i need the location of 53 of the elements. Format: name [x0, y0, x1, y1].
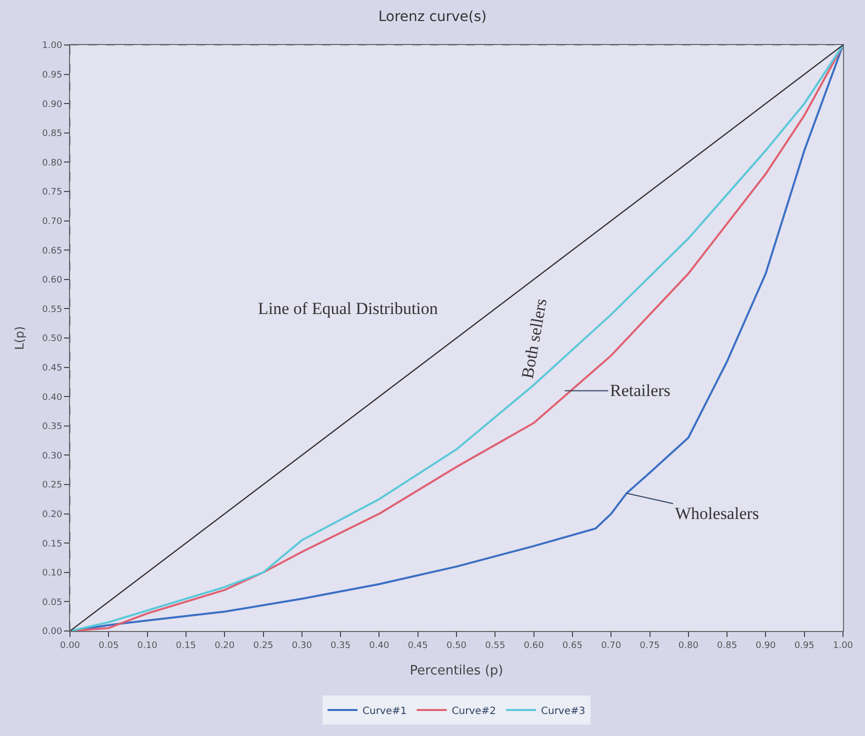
legend-label: Curve#3 — [541, 706, 586, 717]
annotation: Wholesalers — [675, 504, 760, 523]
line-series — [70, 45, 843, 631]
x-axis-title: Percentiles (p) — [410, 663, 504, 678]
x-tick-label: 0.10 — [137, 640, 158, 651]
x-tick-label: 0.75 — [640, 640, 660, 651]
x-tick-label: 0.50 — [446, 640, 467, 651]
y-tick-label: 0.70 — [42, 216, 62, 227]
x-tick-label: 0.65 — [562, 640, 582, 651]
x-tick-label: 0.30 — [292, 640, 312, 651]
chart-title: Lorenz curve(s) — [378, 8, 487, 25]
y-tick-label: 0.05 — [42, 598, 62, 608]
x-tick-label: 0.85 — [717, 640, 738, 651]
y-tick-label: 0.30 — [42, 451, 62, 462]
y-tick-label: 0.00 — [42, 627, 62, 638]
y-tick-label: 0.60 — [42, 276, 62, 286]
x-tick-label: 0.80 — [678, 640, 699, 651]
y-tick-label: 0.95 — [42, 70, 62, 80]
x-tick-label: 0.70 — [601, 640, 622, 651]
x-tick-label: 0.90 — [756, 640, 776, 651]
y-tick-label: 0.20 — [42, 510, 62, 520]
legend-label: Curve#2 — [452, 706, 496, 717]
y-axis-title: L(p) — [12, 326, 26, 350]
x-tick-label: 0.35 — [330, 640, 351, 651]
x-tick-label: 0.15 — [176, 640, 196, 651]
x-tick-label: 0.25 — [253, 640, 274, 651]
y-tick-label: 0.55 — [42, 304, 62, 315]
legend-label: Curve#1 — [362, 706, 407, 717]
y-tick-label: 0.85 — [42, 129, 62, 140]
x-tick-label: 0.45 — [408, 640, 428, 651]
y-tick-label: 0.25 — [42, 480, 62, 491]
x-tick-label: 0.60 — [524, 640, 544, 651]
x-tick-label: 0.05 — [98, 640, 119, 651]
y-tick-label: 1.00 — [42, 41, 62, 52]
y-tick-label: 0.65 — [42, 246, 62, 256]
x-tick-label: 0.40 — [369, 640, 390, 651]
y-tick-label: 0.50 — [42, 334, 62, 344]
y-tick-label: 0.90 — [42, 100, 62, 110]
x-tick-label: 0.20 — [214, 640, 235, 651]
annotation: Both sellers — [518, 297, 551, 380]
y-tick-label: 0.35 — [42, 422, 62, 432]
y-tick-label: 0.15 — [42, 539, 62, 550]
x-tick-label: 0.55 — [485, 640, 506, 651]
x-tick-label: 0.95 — [794, 640, 814, 651]
annotation: Line of Equal Distribution — [258, 299, 438, 318]
y-tick-label: 0.80 — [42, 158, 62, 168]
x-tick-label: 1.00 — [832, 640, 854, 651]
y-tick-label: 0.75 — [42, 188, 62, 198]
y-tick-label: 0.10 — [42, 568, 62, 579]
y-tick-label: 0.40 — [42, 392, 62, 403]
y-tick-label: 0.45 — [42, 363, 62, 374]
annotation: Retailers — [610, 381, 670, 400]
x-tick-label: 0.00 — [60, 640, 80, 651]
